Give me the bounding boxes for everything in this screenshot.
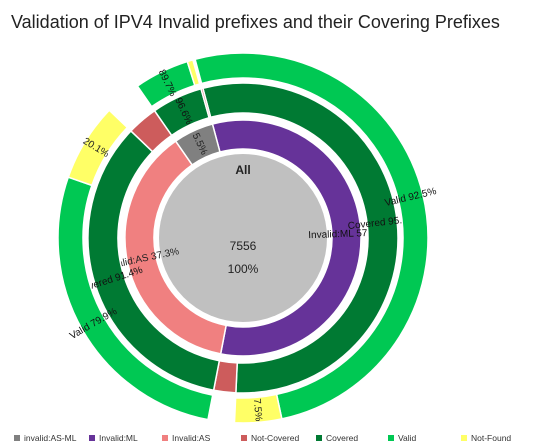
ring1-segment-invalid-ml[interactable] (211, 119, 362, 357)
legend-label: Invalid:ML (99, 433, 138, 443)
legend-item-valid[interactable]: Valid (388, 433, 416, 443)
legend-label: Not-Found (471, 433, 512, 443)
legend-swatch (162, 435, 168, 441)
ring2-segment-covered[interactable] (201, 82, 399, 394)
legend: invalid:AS-ML Invalid:ML Invalid:AS Not-Cov… (14, 433, 537, 447)
legend-item-invalid-ml[interactable]: Invalid:ML (89, 433, 138, 443)
ring1-label: Invalid:ML 57.2% (308, 227, 385, 241)
legend-label: Not-Covered (251, 433, 300, 443)
legend-item-covered[interactable]: Covered (316, 433, 358, 443)
legend-swatch (461, 435, 467, 441)
legend-swatch (14, 435, 20, 441)
ring1-segment-invalid-as-ml[interactable] (174, 123, 221, 166)
center-label: All (235, 163, 250, 177)
legend-swatch (316, 435, 322, 441)
chart-title: Validation of IPV4 Invalid prefixes and … (11, 12, 500, 32)
legend-label: Valid (398, 433, 417, 443)
legend-item-not-found[interactable]: Not-Found (461, 433, 511, 443)
ring3-label: 7.5% (251, 398, 264, 422)
ring3-segment-not-found[interactable] (233, 393, 283, 424)
legend-item-invalid-as[interactable]: Invalid:AS (162, 433, 210, 443)
center-value: 7556 (230, 239, 257, 253)
center-disc[interactable] (159, 154, 327, 322)
ring2-segment-not-covered[interactable] (200, 87, 212, 119)
legend-item-not-covered[interactable]: Not-Covered (241, 433, 299, 443)
legend-item-invalid-as-ml[interactable]: invalid:AS-ML (14, 433, 76, 443)
legend-swatch (89, 435, 95, 441)
ring3-segment-not-found[interactable] (67, 109, 129, 187)
ring3-segment-not-found[interactable] (186, 58, 201, 87)
legend-label: Invalid:AS (172, 433, 211, 443)
legend-swatch (241, 435, 247, 441)
center-percent: 100% (228, 262, 259, 276)
legend-label: Covered (326, 433, 359, 443)
legend-label: invalid:AS-ML (24, 433, 77, 443)
legend-swatch (388, 435, 394, 441)
